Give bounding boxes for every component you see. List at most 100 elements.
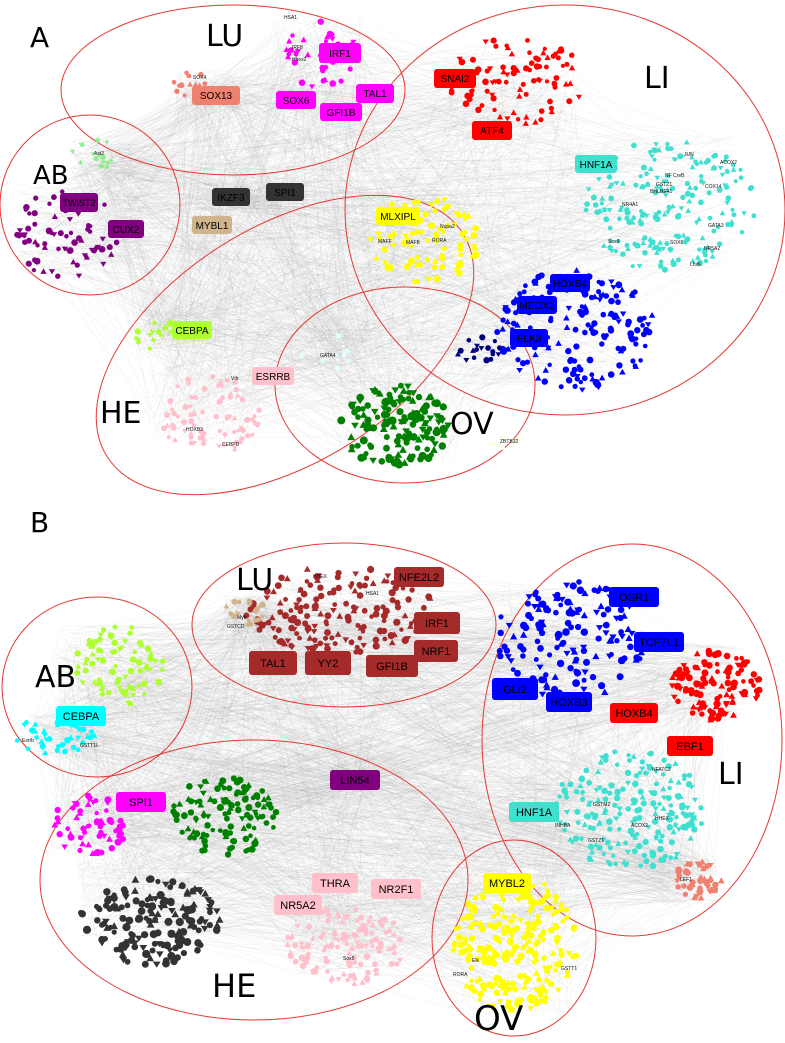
regulatory-edge [84,171,358,379]
tf-node-elk3[interactable]: ELK3 [510,329,548,347]
regulatory-edge [52,234,384,267]
gene-node [531,78,537,84]
regulatory-edge [144,313,181,320]
regulatory-edge [344,27,630,285]
tf-node-irf1[interactable]: IRF1 [319,43,361,63]
regulatory-edge [214,60,311,420]
tf-node-sox13[interactable]: SOX13 [192,86,240,105]
gene-node [364,402,372,409]
regulatory-edge [94,167,401,420]
gene-node [414,445,421,451]
regulatory-edge [201,204,448,384]
regulatory-edge [242,400,367,409]
regulatory-edge [344,102,508,439]
gene-node [664,241,670,247]
gene-node [381,246,389,253]
regulatory-edge [193,83,356,407]
panel-a-region-ab-label: AB [33,161,69,191]
gene-node [730,207,735,212]
regulatory-edge [110,142,313,365]
regulatory-edge [96,120,444,191]
regulatory-edge [118,166,342,420]
tf-node-spi1[interactable]: SPI1 [266,183,304,201]
gene-node [438,442,446,450]
gene-node [496,78,502,85]
regulatory-edge [365,216,671,333]
gene-node [494,329,501,335]
regulatory-edge [159,323,607,363]
regulatory-edge [217,192,335,364]
regulatory-edge [235,66,469,111]
tf-node-tal1[interactable]: TAL1 [356,84,394,103]
gene-node [347,66,353,72]
tf-node-cux2[interactable]: CUX2 [108,220,144,238]
tf-node-esrrb[interactable]: ESRRB [252,367,294,385]
regulatory-edge [120,210,334,375]
regulatory-edge [101,171,245,183]
regulatory-edge [189,91,246,408]
regulatory-edge [462,122,467,198]
regulatory-edge [364,202,727,328]
regulatory-edge [238,106,366,446]
gene-node [27,211,32,216]
regulatory-edge [149,88,295,333]
regulatory-edge [173,84,236,312]
regulatory-edge [79,76,559,170]
regulatory-edge [118,110,507,226]
tf-node-hnf1a[interactable]: HNF1A [575,155,617,173]
gene-node [624,242,630,248]
regulatory-edge [65,241,236,383]
regulatory-edge [244,202,342,444]
regulatory-edge [308,179,691,334]
regulatory-edge [152,91,294,323]
tf-node-ikzf3[interactable]: IKZF3 [212,188,250,206]
tf-node-twist2[interactable]: TWIST2 [60,193,98,212]
regulatory-edge [220,196,423,202]
regulatory-edge [381,46,526,197]
regulatory-edge [235,379,369,442]
regulatory-edge [123,79,474,156]
regulatory-edge [141,336,353,449]
regulatory-edge [228,192,405,444]
tf-node-sox6[interactable]: SOX6 [276,91,316,109]
gene-node [548,315,554,321]
regulatory-edge [105,95,516,178]
gene-node [645,181,651,187]
regulatory-edge [71,225,150,315]
tf-node-hoxb4[interactable]: HOXB4 [550,274,590,292]
tf-node-meox2[interactable]: MEOX2 [517,296,557,314]
gene-node [470,56,476,63]
tf-node-mybl1[interactable]: MYBL1 [192,216,232,234]
regulatory-edge [228,104,451,196]
regulatory-edge [345,17,595,302]
tf-node-snai2[interactable]: SNAI2 [434,69,476,88]
regulatory-edge [95,157,657,166]
regulatory-edge [313,247,463,363]
tf-node-atf4[interactable]: ATF4 [472,121,512,140]
regulatory-edge [182,189,266,390]
regulatory-edge [59,645,73,649]
regulatory-edge [120,243,383,442]
tf-node-gfi1b[interactable]: GFI1B [320,103,362,121]
gene-node [693,220,700,226]
gene-node [615,299,621,305]
regulatory-edge [190,217,368,329]
gene-node [351,422,359,429]
gene-node [606,174,613,180]
gene-node [31,257,38,263]
regulatory-edge [170,249,428,347]
gene-node [424,446,431,453]
gene-node [541,378,548,385]
tf-node-mlxipl[interactable]: MLXIPL [376,207,420,225]
regulatory-edge [255,183,431,408]
regulatory-edge [128,154,195,342]
regulatory-edge [127,173,155,329]
gene-node [632,289,638,295]
tf-node-cebpa[interactable]: CEBPA [172,321,212,339]
gene-node [558,384,564,390]
regulatory-edge [402,201,604,280]
gene-node [558,46,564,52]
regulatory-edge [207,370,210,444]
regulatory-edge [176,96,363,363]
regulatory-edge [242,310,628,395]
